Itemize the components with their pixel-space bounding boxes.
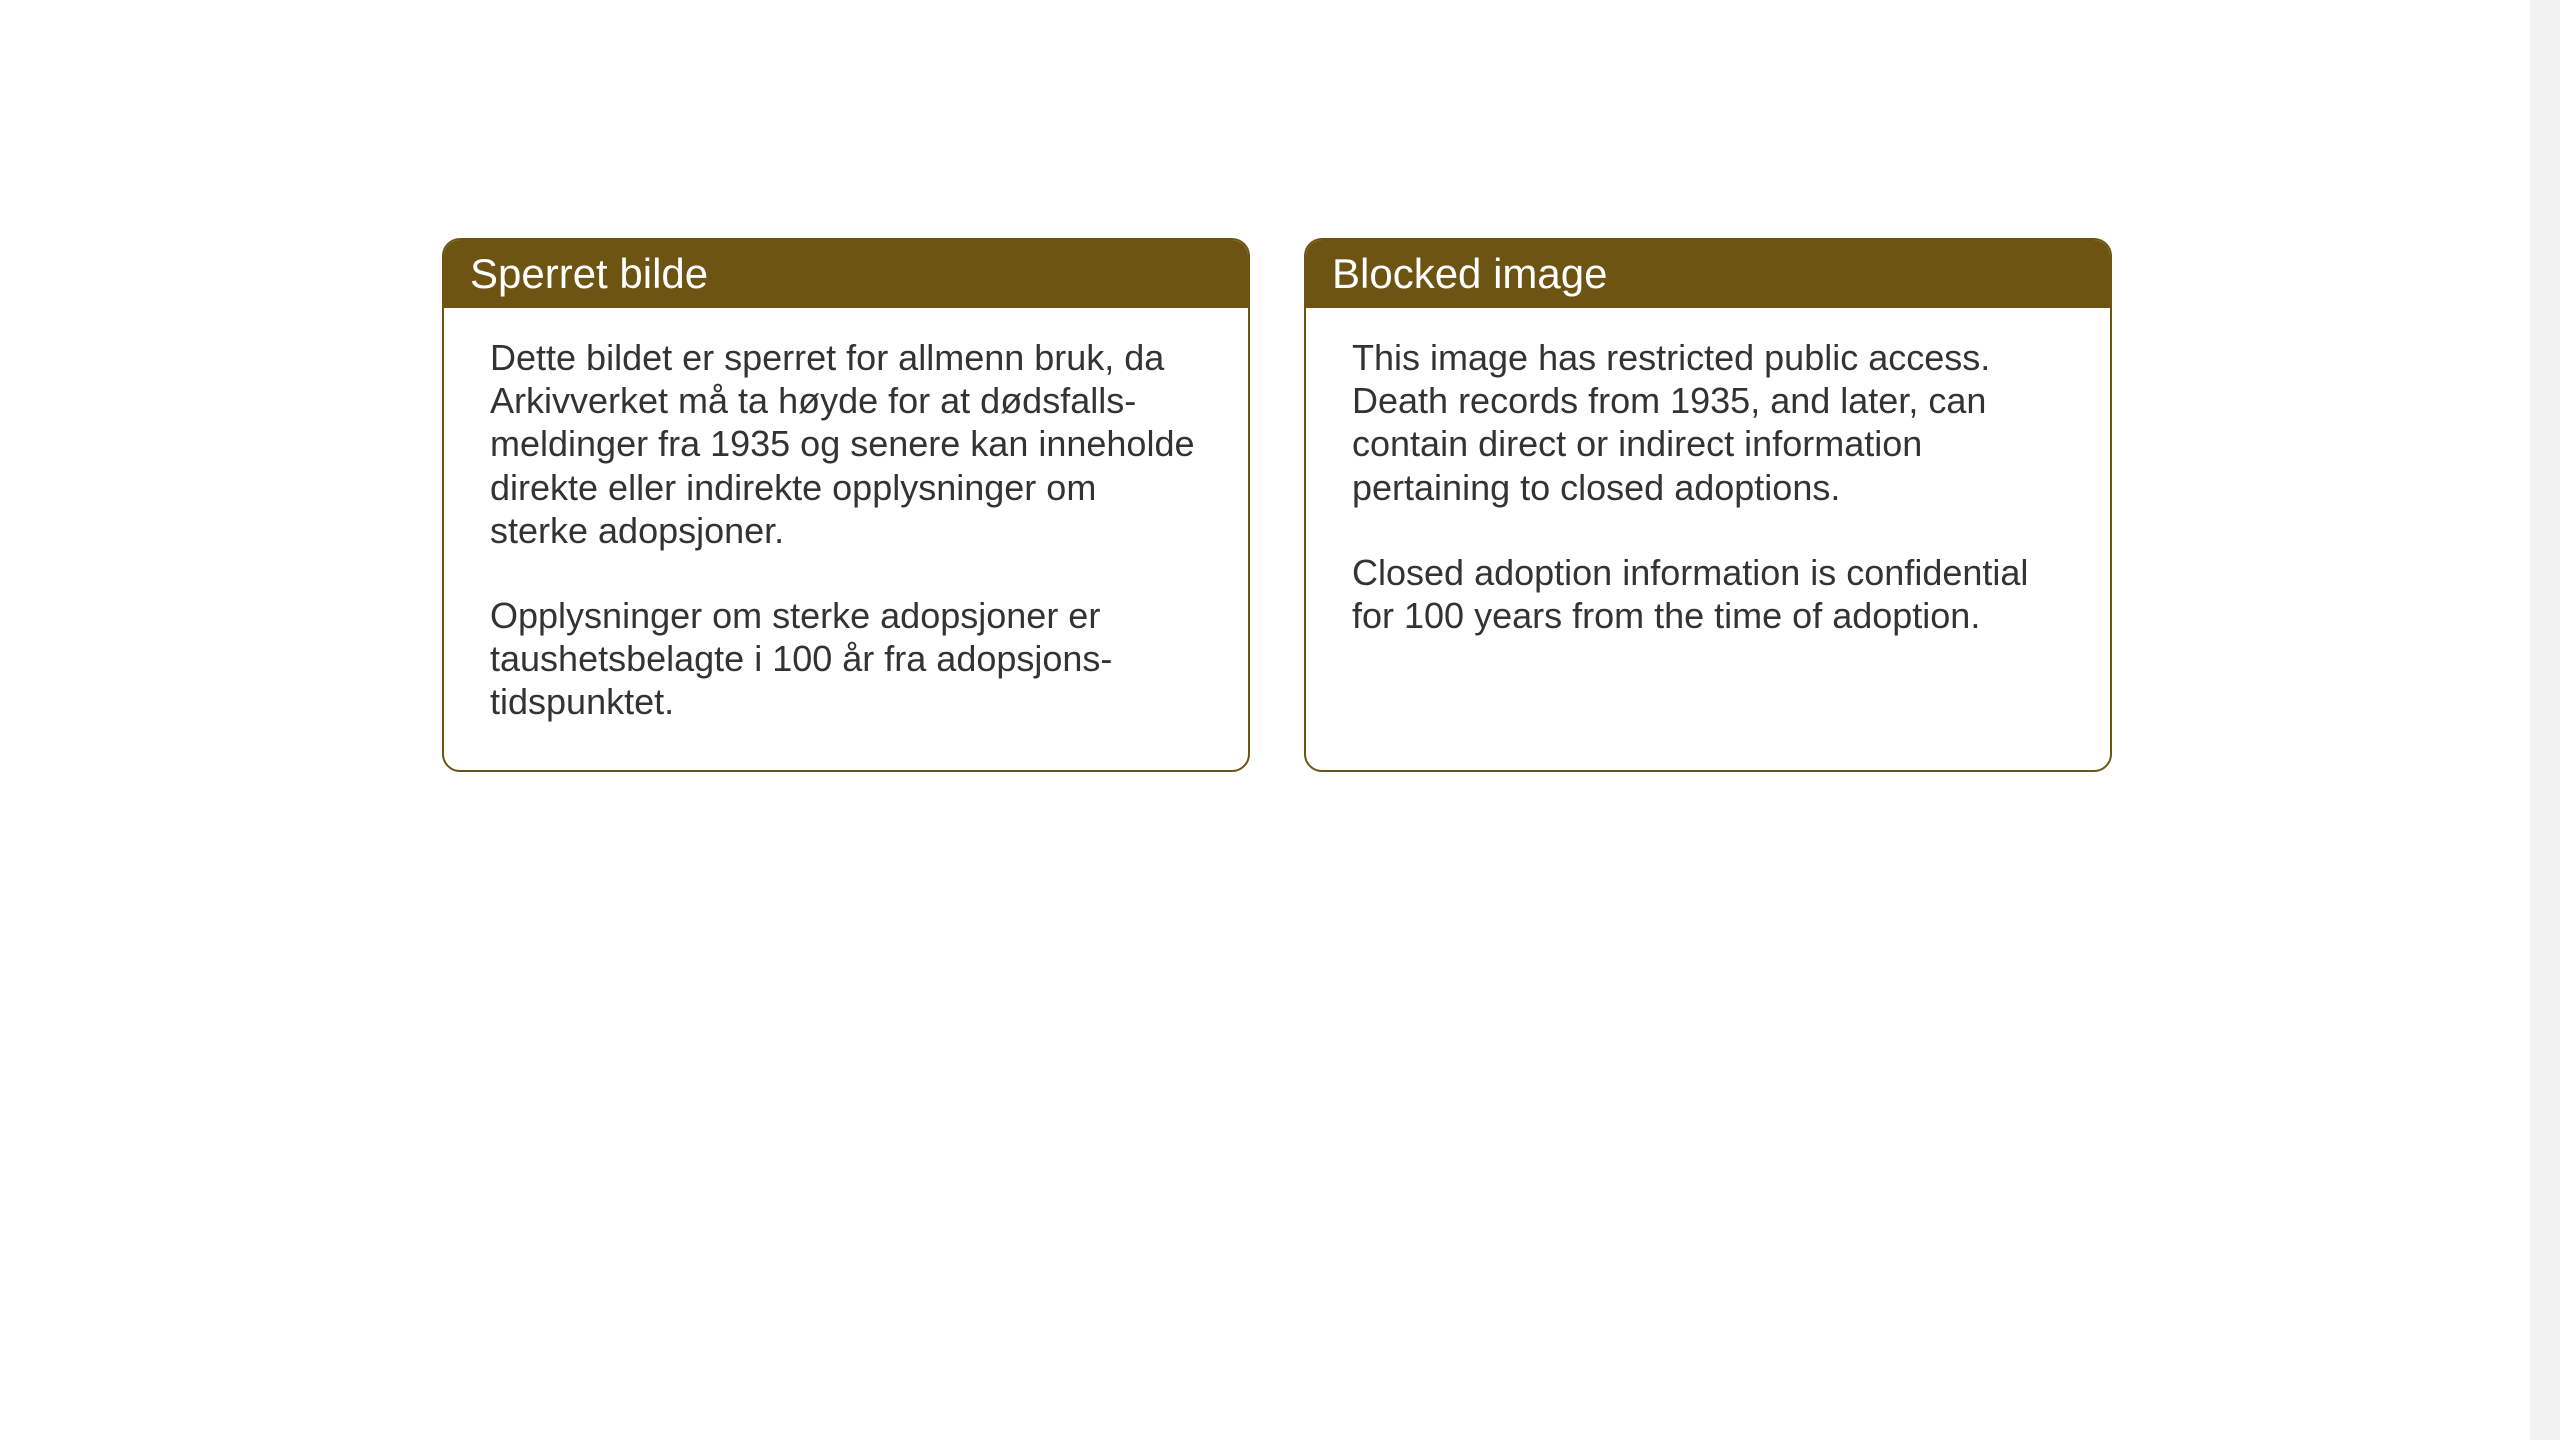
card-body: This image has restricted public access.… xyxy=(1306,308,2110,683)
card-title: Blocked image xyxy=(1306,240,2110,308)
paragraph-2: Closed adoption information is confident… xyxy=(1352,551,2064,637)
scrollbar-track[interactable] xyxy=(2530,0,2560,1440)
paragraph-1: This image has restricted public access.… xyxy=(1352,336,2064,509)
card-body: Dette bildet er sperret for allmenn bruk… xyxy=(444,308,1248,770)
paragraph-2: Opplysninger om sterke adopsjoner er tau… xyxy=(490,594,1202,724)
card-norwegian: Sperret bilde Dette bildet er sperret fo… xyxy=(442,238,1250,772)
cards-container: Sperret bilde Dette bildet er sperret fo… xyxy=(442,238,2112,772)
paragraph-1: Dette bildet er sperret for allmenn bruk… xyxy=(490,336,1202,552)
card-title: Sperret bilde xyxy=(444,240,1248,308)
card-english: Blocked image This image has restricted … xyxy=(1304,238,2112,772)
